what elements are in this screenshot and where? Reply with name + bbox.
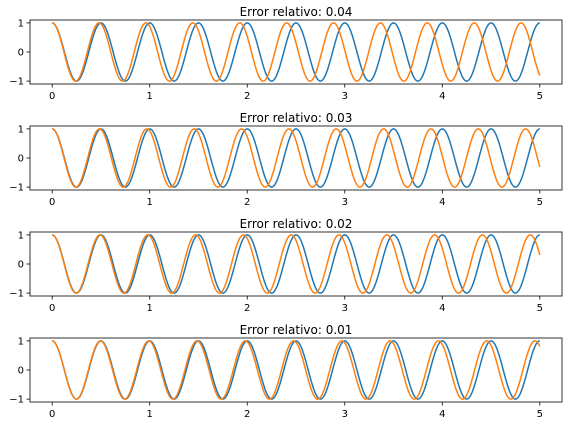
y-tick-label: 1 (18, 336, 24, 347)
x-tick-label: 0 (49, 197, 55, 208)
y-tick-label: −1 (9, 395, 24, 406)
series-line-2 (52, 22, 541, 82)
series-line-1 (52, 128, 540, 188)
x-tick-label: 5 (537, 303, 543, 314)
y-tick-label: 1 (18, 18, 24, 29)
y-tick-label: −1 (9, 183, 24, 194)
x-tick-label: 5 (537, 197, 543, 208)
x-tick-label: 2 (244, 409, 250, 420)
subplot-1: 0 1 2 3 4 5 −1 0 1 Error relativo: 0.04 (9, 5, 563, 102)
x-tick-label: 2 (244, 303, 250, 314)
x-tick-label: 3 (342, 197, 348, 208)
x-tick-label: 3 (342, 91, 348, 102)
subplot-title: Error relativo: 0.01 (240, 323, 353, 337)
series-line-2 (52, 234, 541, 294)
x-tick-label: 5 (537, 91, 543, 102)
x-tick-label: 1 (147, 197, 153, 208)
x-tick-label: 4 (439, 303, 445, 314)
x-tick-label: 2 (244, 91, 250, 102)
x-tick-label: 2 (244, 197, 250, 208)
subplot-3: 0 1 2 3 4 5 −1 0 1 Error relativo: 0.02 (9, 217, 563, 314)
x-tick-label: 1 (147, 303, 153, 314)
x-tick-label: 3 (342, 303, 348, 314)
y-tick-label: 0 (18, 260, 24, 271)
subplot-2: 0 1 2 3 4 5 −1 0 1 Error relativo: 0.03 (9, 111, 563, 208)
y-tick-label: 1 (18, 124, 24, 135)
x-tick-label: 4 (439, 197, 445, 208)
series-line-1 (52, 234, 540, 294)
subplot-title: Error relativo: 0.04 (240, 5, 353, 19)
series-line-1 (52, 340, 540, 400)
x-tick-label: 3 (342, 409, 348, 420)
y-tick-label: 0 (18, 366, 24, 377)
series-line-2 (52, 340, 541, 400)
x-tick-label: 0 (49, 303, 55, 314)
series-line-2 (52, 128, 541, 188)
y-tick-label: −1 (9, 77, 24, 88)
axes-frame (29, 125, 563, 191)
x-tick-label: 1 (147, 409, 153, 420)
y-tick-label: 0 (18, 48, 24, 59)
x-tick-label: 4 (439, 409, 445, 420)
x-tick-label: 5 (537, 409, 543, 420)
subplot-title: Error relativo: 0.03 (240, 111, 353, 125)
x-tick-label: 1 (147, 91, 153, 102)
series-line-1 (52, 22, 540, 82)
subplot-title: Error relativo: 0.02 (240, 217, 353, 231)
x-tick-label: 0 (49, 409, 55, 420)
y-tick-label: −1 (9, 289, 24, 300)
y-tick-label: 0 (18, 154, 24, 165)
y-tick-label: 1 (18, 230, 24, 241)
x-tick-label: 4 (439, 91, 445, 102)
subplot-4: 0 1 2 3 4 5 −1 0 1 Error relativo: 0.01 (9, 323, 563, 420)
x-tick-label: 0 (49, 91, 55, 102)
axes-frame (29, 19, 563, 85)
